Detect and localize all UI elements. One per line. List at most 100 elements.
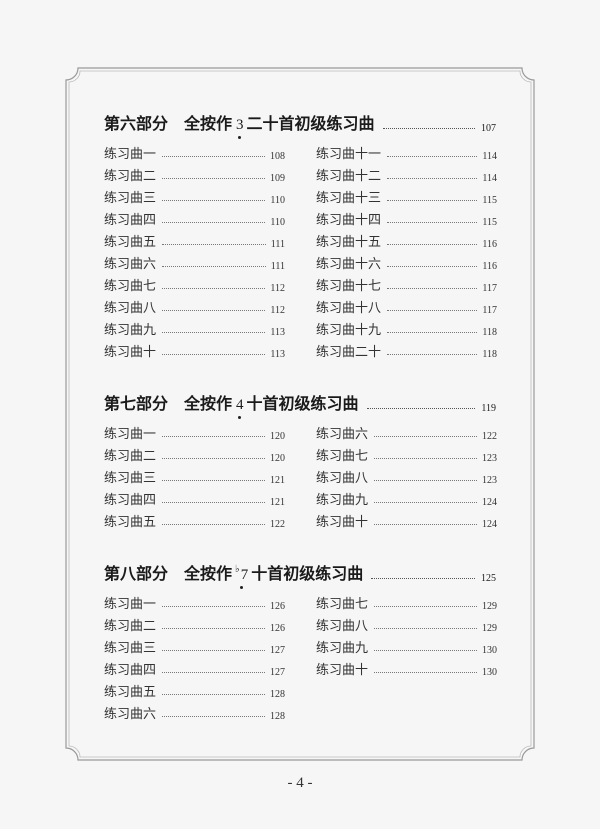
page-ref: 113 (270, 327, 285, 338)
toc-entry[interactable]: 练习曲五 111 (104, 230, 285, 250)
page-ref: 129 (482, 623, 497, 634)
toc-entry[interactable]: 练习曲九 124 (316, 488, 497, 508)
toc-entry[interactable]: 练习曲十三 115 (316, 186, 497, 206)
toc-entry[interactable]: 练习曲六 128 (104, 702, 285, 722)
toc-entry[interactable]: 练习曲六 111 (104, 252, 285, 272)
section-heading[interactable]: 第七部分 全按作 4 十首初级练习曲 119 (104, 390, 496, 419)
page-ref: 115 (482, 195, 497, 206)
dot-leader (162, 650, 265, 651)
entry-title: 练习曲十四 (316, 213, 382, 228)
page-ref: 111 (270, 239, 285, 250)
title-suffix: 十首初级练习曲 (251, 564, 364, 583)
section-title: 全按作 4 十首初级练习曲 (184, 390, 359, 419)
title-suffix: 十首初级练习曲 (246, 394, 359, 413)
toc-entry[interactable]: 练习曲七 112 (104, 274, 285, 294)
section-heading[interactable]: 第八部分 全按作 ♭7 十首初级练习曲 125 (104, 562, 496, 589)
toc-entry[interactable]: 练习曲十六 116 (316, 252, 497, 272)
toc-entry[interactable]: 练习曲八 112 (104, 296, 285, 316)
toc-entry[interactable]: 练习曲四 110 (104, 208, 285, 228)
toc-entry[interactable]: 练习曲四 127 (104, 658, 285, 678)
title-prefix: 全按作 (184, 394, 233, 413)
page-ref: 118 (482, 327, 497, 338)
page-ref: 120 (270, 431, 285, 442)
page-ref: 116 (482, 239, 497, 250)
toc-entry[interactable]: 练习曲三 121 (104, 466, 285, 486)
toc-entry[interactable]: 练习曲二 120 (104, 444, 285, 464)
page-ref: 112 (270, 305, 285, 316)
dot-leader (162, 288, 266, 289)
page-ref: 121 (270, 497, 285, 508)
toc-entry[interactable]: 练习曲六 122 (316, 422, 497, 442)
note-digit: 3 (236, 117, 244, 133)
toc-entry[interactable]: 练习曲十九 118 (316, 318, 497, 338)
page-ref: 118 (482, 349, 497, 360)
dot-leader (387, 156, 478, 157)
toc-entry[interactable]: 练习曲二 126 (104, 614, 285, 634)
dot-leader (387, 244, 478, 245)
dot-leader (162, 222, 266, 223)
dot-leader (374, 628, 477, 629)
entry-title: 练习曲十 (316, 515, 369, 530)
toc-entry[interactable]: 练习曲四 121 (104, 488, 285, 508)
page-ref: 113 (270, 349, 285, 360)
toc-entry[interactable]: 练习曲五 128 (104, 680, 285, 700)
page-ref: 110 (270, 217, 285, 228)
dot-leader (162, 524, 265, 525)
dot-leader (162, 436, 265, 437)
toc-entry[interactable]: 练习曲二 109 (104, 164, 285, 184)
numbered-note: ♭7 (235, 564, 249, 589)
toc-entry[interactable]: 练习曲十 124 (316, 510, 497, 530)
toc-entry[interactable]: 练习曲二十 118 (316, 340, 497, 360)
toc-entry[interactable]: 练习曲三 127 (104, 636, 285, 656)
dot-leader (374, 458, 477, 459)
title-suffix: 二十首初级练习曲 (246, 114, 375, 133)
entry-title: 练习曲十 (104, 345, 157, 360)
page-ref: 107 (481, 123, 496, 134)
page-ref: 125 (481, 573, 496, 584)
page-number: - 4 - (287, 775, 313, 791)
note-digit: 7 (240, 567, 249, 583)
title-prefix: 全按作 (184, 564, 233, 583)
title-prefix: 全按作 (184, 114, 233, 133)
toc-entry[interactable]: 练习曲十 130 (316, 658, 497, 678)
page-ref: 126 (270, 623, 285, 634)
toc-entry[interactable]: 练习曲七 123 (316, 444, 497, 464)
entry-title: 练习曲四 (104, 493, 157, 508)
toc-entry[interactable]: 练习曲一 108 (104, 142, 285, 162)
toc-entry[interactable]: 练习曲十二 114 (316, 164, 497, 184)
numbered-note: 4 (235, 397, 244, 419)
dot-leader (162, 458, 265, 459)
toc-entry[interactable]: 练习曲十四 115 (316, 208, 497, 228)
flat-sign: ♭ (235, 564, 240, 575)
dot-leader (374, 524, 477, 525)
section-heading[interactable]: 第六部分 全按作 3 二十首初级练习曲 107 (104, 112, 496, 139)
entry-title: 练习曲四 (104, 663, 157, 678)
entry-title: 练习曲六 (104, 257, 157, 272)
toc-entry[interactable]: 练习曲九 130 (316, 636, 497, 656)
toc-entry[interactable]: 练习曲八 129 (316, 614, 497, 634)
toc-entry[interactable]: 练习曲十一 114 (316, 142, 497, 162)
dot-leader (387, 266, 478, 267)
entry-title: 练习曲十九 (316, 323, 382, 338)
page-ref: 108 (270, 151, 285, 162)
toc-entry[interactable]: 练习曲九 113 (104, 318, 285, 338)
toc-entry[interactable]: 练习曲三 110 (104, 186, 285, 206)
toc-entry[interactable]: 练习曲十八 117 (316, 296, 497, 316)
toc-entry[interactable]: 练习曲七 129 (316, 592, 497, 612)
page-ref: 120 (270, 453, 285, 464)
toc-entry[interactable]: 练习曲十五 116 (316, 230, 497, 250)
entry-title: 练习曲一 (104, 597, 157, 612)
toc-entry[interactable]: 练习曲十七 117 (316, 274, 497, 294)
numbered-note: 3 (235, 117, 244, 139)
page-ref: 116 (482, 261, 497, 272)
dot-leader (162, 332, 266, 333)
toc-entry[interactable]: 练习曲一 126 (104, 592, 285, 612)
toc-entry[interactable]: 练习曲五 122 (104, 510, 285, 530)
entry-title: 练习曲六 (316, 427, 369, 442)
dot-leader (387, 222, 478, 223)
toc-entry[interactable]: 练习曲八 123 (316, 466, 497, 486)
page-ref: 124 (482, 497, 497, 508)
toc-entry[interactable]: 练习曲一 120 (104, 422, 285, 442)
toc-entry[interactable]: 练习曲十 113 (104, 340, 285, 360)
page-ref: 127 (270, 667, 285, 678)
